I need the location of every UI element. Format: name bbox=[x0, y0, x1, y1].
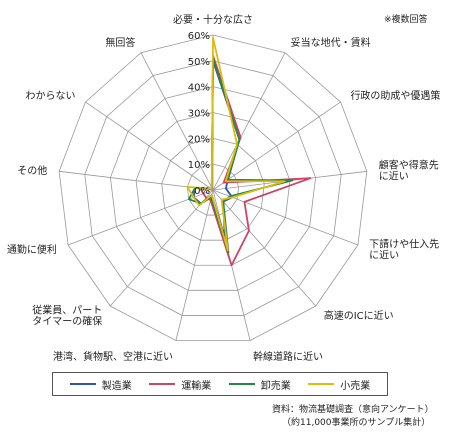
tick-label-0: 0% bbox=[194, 186, 210, 197]
tick-label-20: 20% bbox=[188, 134, 210, 145]
grid-spoke-2 bbox=[212, 101, 341, 191]
legend-line-retail bbox=[308, 383, 335, 385]
axis-label-9: 通勤に便利 bbox=[7, 243, 57, 256]
grid-ring-50 bbox=[84, 60, 342, 316]
axis-label-5: 高速のICに近い bbox=[324, 309, 394, 322]
grid-spoke-12 bbox=[140, 52, 214, 191]
legend-label-transport: 運輸業 bbox=[181, 380, 212, 392]
legend-item-transport: 運輸業 bbox=[149, 377, 211, 392]
source-line-1: 資料：物流基礎調査（意向アンケート） bbox=[272, 405, 434, 415]
axis-label-2: 行政の助成や優遇策 bbox=[350, 89, 440, 102]
legend: 製造業 運輸業 卸売業 小売業 bbox=[52, 372, 388, 396]
grid-ring-40 bbox=[110, 86, 316, 291]
axis-label-8: 従業員、パートタイマーの確保 bbox=[32, 304, 102, 328]
grid-ring-10 bbox=[186, 163, 240, 216]
tick-label-10: 10% bbox=[188, 160, 210, 171]
grid-spoke-7 bbox=[175, 189, 214, 341]
grid-spoke-1 bbox=[212, 52, 286, 191]
legend-line-manufacturing bbox=[69, 383, 96, 385]
legend-item-wholesale: 卸売業 bbox=[228, 377, 291, 392]
axis-label-0: 必要・十分な広さ bbox=[173, 13, 253, 26]
grid-spoke-4 bbox=[212, 189, 359, 246]
grid-spoke-5 bbox=[212, 189, 317, 307]
grid-spoke-11 bbox=[85, 101, 214, 191]
tick-label-40: 40% bbox=[188, 83, 210, 94]
grid-ring-20 bbox=[161, 137, 265, 241]
axis-label-3: 顧客や得意先に近い bbox=[379, 158, 439, 182]
grid-spoke-8 bbox=[109, 189, 214, 307]
grid-ring-30 bbox=[135, 112, 291, 266]
tick-label-30: 30% bbox=[188, 109, 210, 120]
legend-line-wholesale bbox=[228, 383, 255, 385]
legend-line-transport bbox=[149, 383, 176, 385]
legend-item-retail: 小売業 bbox=[308, 377, 370, 392]
series-line-3 bbox=[186, 36, 286, 252]
legend-label-manufacturing: 製造業 bbox=[101, 380, 132, 392]
tick-label-60: 60% bbox=[188, 31, 210, 42]
axis-label-10: その他 bbox=[17, 164, 47, 177]
axis-label-1: 妥当な地代・賃料 bbox=[291, 36, 371, 49]
grid-ring-60 bbox=[58, 34, 368, 341]
tick-label-50: 50% bbox=[188, 57, 210, 68]
multiple-answer-note: ※複数回答 bbox=[384, 15, 428, 25]
axis-label-4: 下請けや仕入先に近い bbox=[369, 238, 439, 262]
legend-label-wholesale: 卸売業 bbox=[260, 380, 291, 392]
legend-label-retail: 小売業 bbox=[340, 380, 371, 392]
legend-item-manufacturing: 製造業 bbox=[69, 377, 132, 392]
source-note: 資料：物流基礎調査（意向アンケート） （約11,000事業所のサンプル集計） bbox=[272, 404, 434, 430]
axis-label-6: 幹線道路に近い bbox=[253, 350, 323, 363]
axis-label-12: 無回答 bbox=[105, 36, 135, 49]
axis-label-7: 港湾、貨物駅、空港に近い bbox=[53, 350, 173, 363]
axis-label-11: わからない bbox=[26, 90, 76, 102]
source-line-2: （約11,000事業所のサンプル集計） bbox=[282, 418, 431, 428]
